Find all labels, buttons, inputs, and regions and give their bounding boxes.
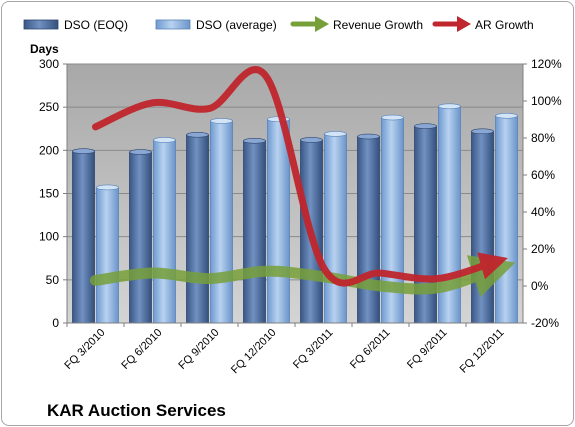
bar-dso-eoq	[471, 130, 494, 324]
y2-tick-label: 0%	[531, 279, 549, 293]
y2-tick-label: 100%	[531, 94, 562, 108]
legend: DSO (EOQ) DSO (average) Revenue Growth AR G…	[23, 16, 534, 32]
bar-dso-average	[210, 120, 233, 324]
y-tick-label: 150	[39, 187, 59, 201]
x-tick-label: FQ 12/2011	[458, 327, 507, 376]
bar-dso-eoq-cap	[414, 123, 437, 129]
bar-dso-average	[495, 115, 518, 324]
bar-dso-average	[96, 187, 119, 324]
legend-dso-eoq-label: DSO (EOQ)	[64, 18, 128, 32]
bar-dso-eoq-cap	[357, 133, 380, 140]
bar-dso-eoq-cap	[72, 148, 95, 154]
y2-tick-label: -20%	[531, 316, 559, 330]
y-axis-title: Days	[30, 42, 59, 56]
y-tick-label: 100	[39, 230, 59, 244]
bar-dso-average-cap	[324, 131, 347, 137]
bar-dso-average-cap	[96, 184, 119, 191]
y-axis-ticks: 0 50 100 150 200 250 300	[39, 57, 67, 330]
y-tick-label: 200	[39, 143, 59, 157]
legend-revenue-growth-swatch-head	[315, 16, 329, 32]
y-tick-label: 250	[39, 100, 59, 114]
chart-title: KAR Auction Services	[47, 401, 226, 420]
x-tick-label: FQ 3/2011	[291, 327, 336, 372]
y2-axis-ticks: -20% 0% 20% 40% 60% 80% 100% 120%	[523, 57, 562, 330]
bar-dso-eoq-cap	[300, 137, 323, 143]
x-tick-label: FQ 9/2010	[176, 327, 221, 372]
legend-dso-average-swatch	[155, 19, 191, 30]
bar-dso-average-cap	[210, 118, 233, 124]
y-tick-label: 300	[39, 57, 59, 71]
x-tick-label: FQ 3/2010	[62, 327, 107, 372]
legend-dso-average-label: DSO (average)	[196, 18, 277, 32]
x-tick-label: FQ 12/2010	[229, 327, 279, 377]
bar-dso-eoq	[357, 136, 380, 324]
bar-dso-average	[324, 133, 347, 324]
bar-dso-average-cap	[495, 113, 518, 119]
x-tick-label: FQ 6/2011	[348, 327, 393, 372]
x-tick-label: FQ 6/2010	[119, 327, 164, 372]
bar-dso-eoq-cap	[243, 138, 266, 144]
legend-dso-eoq-swatch	[23, 19, 59, 30]
bar-dso-eoq	[72, 150, 95, 324]
legend-revenue-growth-label: Revenue Growth	[333, 18, 423, 32]
bar-dso-eoq-cap	[186, 131, 209, 138]
y2-tick-label: 20%	[531, 242, 555, 256]
legend-ar-growth-swatch-head	[457, 16, 471, 32]
bar-dso-eoq-cap	[471, 128, 494, 135]
bar-dso-eoq	[243, 140, 266, 324]
bar-dso-average-cap	[438, 103, 461, 110]
x-axis-ticks: FQ 3/2010 FQ 6/2010 FQ 9/2010 FQ 12/2010 FQ …	[62, 323, 507, 377]
y2-tick-label: 60%	[531, 168, 555, 182]
y2-tick-label: 80%	[531, 131, 555, 145]
line-revenue-growth	[90, 255, 516, 298]
bar-dso-average	[267, 118, 290, 324]
bar-dso-eoq	[186, 134, 209, 324]
line-ar-growth	[92, 66, 508, 287]
x-tick-label: FQ 9/2011	[405, 327, 450, 372]
bar-dso-average-cap	[381, 114, 404, 121]
growth-lines	[90, 66, 516, 298]
bar-dso-eoq	[129, 151, 152, 324]
bar-dso-eoq-cap	[129, 149, 152, 155]
bar-dso-average	[153, 139, 176, 324]
y2-tick-label: 40%	[531, 205, 555, 219]
legend-ar-growth-label: AR Growth	[475, 18, 534, 32]
y2-tick-label: 120%	[531, 57, 562, 71]
y-tick-label: 50	[46, 273, 60, 287]
bar-dso-average-cap	[153, 137, 176, 143]
y-tick-label: 0	[52, 316, 59, 330]
